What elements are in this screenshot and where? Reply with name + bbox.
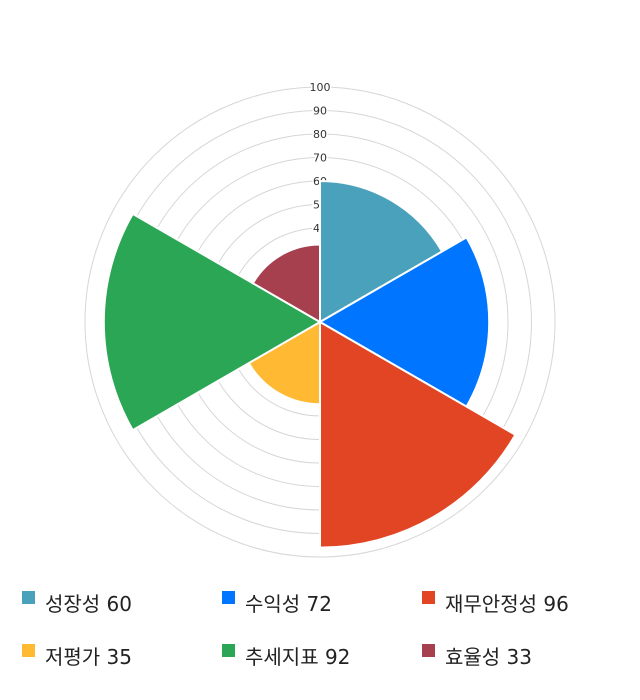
r-tick-label: 100 — [310, 81, 331, 94]
polar-area-chart: 102030405060708090100 — [84, 80, 556, 558]
legend-item-저평가[interactable]: 저평가 35 — [22, 641, 132, 670]
r-tick-label: 70 — [313, 152, 327, 165]
sector-수익성 — [318, 236, 491, 408]
legend-swatch — [422, 591, 435, 604]
legend-item-재무안정성[interactable]: 재무안정성 96 — [422, 588, 569, 617]
legend-swatch — [222, 644, 235, 657]
r-tick-label: 90 — [313, 105, 327, 118]
sector-재무안정성 — [319, 320, 517, 549]
legend-swatch — [422, 644, 435, 657]
legend-item-성장성[interactable]: 성장성 60 — [22, 588, 132, 617]
legend-item-효율성[interactable]: 효율성 33 — [422, 641, 532, 670]
sector-추세지표 — [102, 212, 323, 432]
legend-label: 수익성 72 — [245, 592, 333, 616]
legend-swatch — [22, 591, 35, 604]
sector-성장성 — [319, 179, 444, 324]
legend-item-추세지표[interactable]: 추세지표 92 — [222, 641, 350, 670]
legend-label: 효율성 33 — [445, 645, 533, 669]
legend-swatch — [22, 644, 35, 657]
legend-label: 재무안정성 96 — [445, 592, 569, 616]
sector-저평가 — [247, 320, 321, 406]
legend-label: 성장성 60 — [45, 592, 133, 616]
legend-item-수익성[interactable]: 수익성 72 — [222, 588, 332, 617]
legend-label: 저평가 35 — [45, 645, 133, 669]
legend-label: 추세지표 92 — [245, 645, 351, 669]
grid-ring-100 — [84, 86, 556, 558]
r-tick-label: 80 — [313, 128, 327, 141]
sector-효율성 — [251, 243, 321, 324]
legend-swatch — [222, 591, 235, 604]
